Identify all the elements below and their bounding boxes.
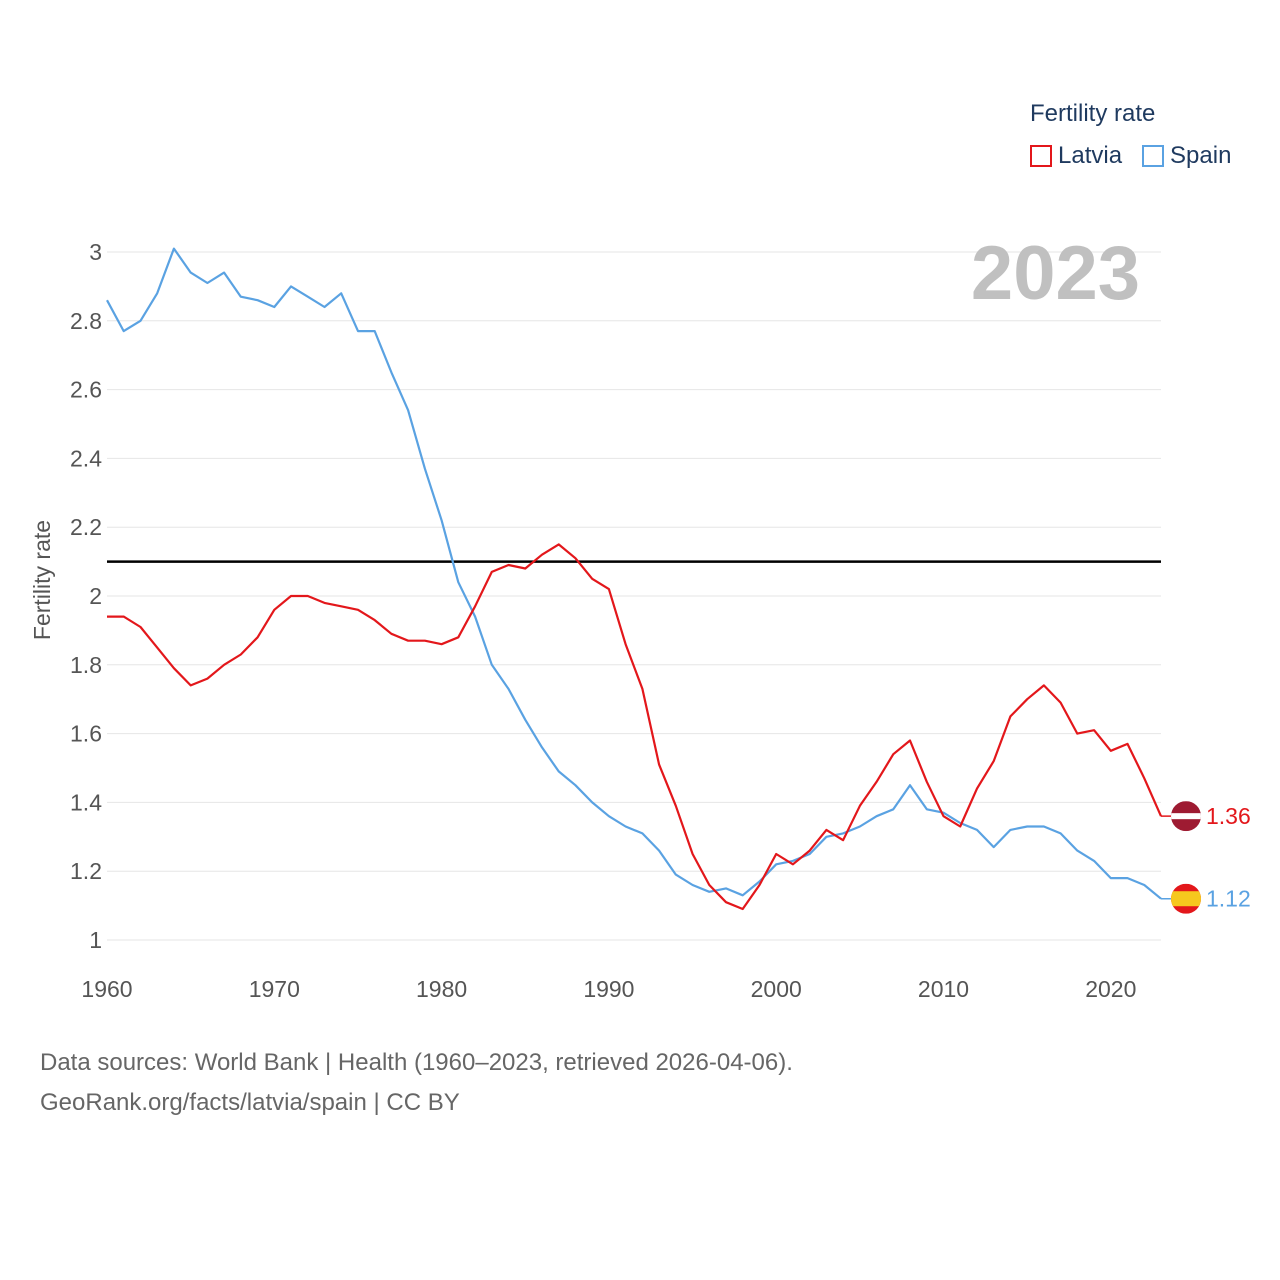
spain-swatch — [1142, 145, 1165, 167]
flag-stripe-yellow — [1171, 891, 1201, 907]
x-tick-label: 1970 — [249, 976, 300, 1002]
x-tick-label: 2010 — [918, 976, 969, 1002]
flag-stripes — [1171, 801, 1201, 832]
flag-spain-icon — [1171, 883, 1201, 914]
y-tick-label: 1 — [89, 927, 102, 953]
latvia-swatch — [1030, 145, 1052, 167]
series-line-latvia — [107, 543, 1163, 911]
y-tick-label: 3 — [89, 239, 102, 265]
legend-label-latvia: Latvia — [1058, 142, 1123, 169]
y-tick-label: 2.4 — [70, 445, 102, 471]
y-tick-label: 1.8 — [70, 652, 102, 678]
x-tick-label: 2020 — [1085, 976, 1136, 1002]
y-tick-label: 2 — [89, 583, 102, 609]
flag-latvia-icon — [1171, 801, 1201, 832]
end-markers: 1.12 1.36 — [1161, 801, 1251, 914]
sources-line: Data sources: World Bank | Health (1960–… — [40, 1049, 793, 1076]
x-tick-label: 1960 — [81, 976, 132, 1002]
series-line-spain — [106, 247, 1162, 900]
legend-item-latvia[interactable]: Latvia — [1030, 142, 1122, 170]
end-value-label-spain: 1.12 — [1206, 886, 1251, 912]
data-sources: Data sources: World Bank | Health (1960–… — [40, 1043, 793, 1123]
legend-label-spain: Spain — [1170, 142, 1232, 169]
y-tick-label: 1.6 — [70, 721, 102, 747]
x-tick-label: 1990 — [583, 976, 634, 1002]
year-label: 2023 — [971, 231, 1140, 316]
y-tick-label: 2.6 — [70, 377, 102, 403]
end-value-label-latvia: 1.36 — [1206, 803, 1251, 829]
series-lines — [106, 247, 1163, 911]
y-tick-label: 1.2 — [70, 858, 102, 884]
y-tick-label: 2.2 — [70, 514, 102, 540]
y-tick-label: 1.4 — [70, 789, 102, 815]
flag-stripe-white — [1171, 813, 1201, 820]
x-axis-ticks: 1960 1970 1980 1990 2000 2010 2020 — [81, 976, 1136, 1002]
y-axis-ticks: 1 1.2 1.4 1.6 1.8 2 2.2 2.4 2.6 2.8 3 — [70, 239, 102, 953]
attribution-line[interactable]: GeoRank.org/facts/latvia/spain | CC BY — [40, 1089, 460, 1116]
legend-item-spain[interactable]: Spain — [1142, 142, 1231, 170]
legend-title: Fertility rate — [1030, 100, 1156, 127]
y-tick-label: 2.8 — [70, 308, 102, 334]
y-axis-label: Fertility rate — [29, 520, 55, 640]
x-tick-label: 1980 — [416, 976, 467, 1002]
legend: Latvia Spain — [1030, 142, 1251, 170]
x-tick-label: 2000 — [751, 976, 802, 1002]
flag-stripes — [1171, 883, 1201, 914]
